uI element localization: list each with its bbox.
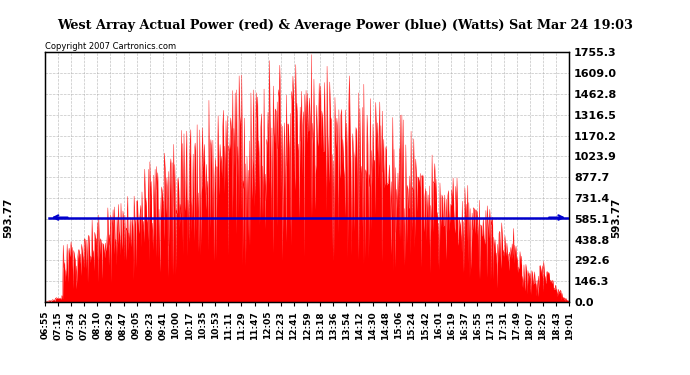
Text: 593.77: 593.77 bbox=[3, 197, 13, 238]
Text: 593.77: 593.77 bbox=[611, 197, 622, 238]
Text: West Array Actual Power (red) & Average Power (blue) (Watts) Sat Mar 24 19:03: West Array Actual Power (red) & Average … bbox=[57, 19, 633, 32]
Text: Copyright 2007 Cartronics.com: Copyright 2007 Cartronics.com bbox=[45, 42, 176, 51]
